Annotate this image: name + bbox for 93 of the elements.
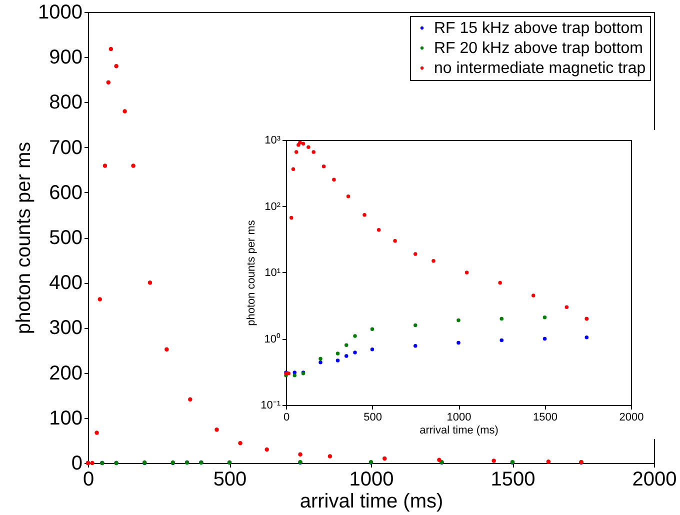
point	[238, 441, 242, 446]
point	[542, 316, 547, 320]
legend-label: RF 20 kHz above trap bottom	[434, 40, 643, 57]
x-tick-label: 1000	[446, 412, 472, 424]
point	[464, 270, 469, 274]
point	[498, 280, 502, 285]
point	[344, 343, 348, 348]
point	[318, 360, 322, 364]
point	[336, 352, 340, 356]
point	[492, 458, 496, 463]
point	[328, 454, 332, 458]
point	[264, 447, 269, 452]
point	[108, 46, 114, 52]
point	[346, 194, 350, 198]
point	[318, 356, 322, 361]
point	[531, 294, 536, 298]
point	[344, 354, 348, 358]
y-tick-label: 10⁰	[264, 332, 280, 346]
point	[286, 372, 290, 376]
y-tick-label: 300	[49, 317, 82, 340]
y-tick-label: 100	[49, 407, 82, 430]
y-tick-label: 800	[49, 92, 82, 114]
point	[500, 338, 504, 342]
y-tick-label: 0	[71, 452, 82, 474]
point	[301, 142, 306, 146]
point	[90, 460, 94, 466]
point	[362, 213, 366, 217]
y-tick-label: 700	[49, 136, 82, 159]
point	[336, 358, 340, 362]
legend-label: no intermediate magnetic trap	[434, 60, 646, 77]
point	[291, 167, 296, 172]
point	[214, 428, 219, 432]
point	[131, 164, 136, 168]
x-tick-label: 2000	[632, 468, 677, 490]
point	[414, 344, 418, 348]
y-tick-label: 10³	[264, 134, 281, 146]
point	[414, 252, 418, 256]
point	[353, 334, 357, 338]
y-tick-label: 500	[49, 227, 82, 249]
point	[164, 347, 169, 352]
point	[370, 348, 374, 352]
point	[294, 150, 298, 154]
x-tick-label: 1500	[533, 412, 558, 424]
y-axis-title: photon counts per ms	[246, 220, 258, 326]
point	[322, 164, 326, 168]
point	[437, 458, 442, 462]
point	[106, 80, 110, 84]
point	[414, 323, 418, 328]
x-tick-label: 500	[364, 412, 382, 424]
y-tick-label: 10⁻¹	[260, 400, 281, 412]
point	[382, 456, 387, 461]
point	[432, 258, 436, 263]
point	[500, 316, 504, 321]
point	[370, 327, 374, 331]
y-tick-label: 900	[49, 46, 82, 69]
point	[306, 145, 310, 150]
y-tick-label: 600	[49, 182, 82, 204]
point	[584, 335, 589, 340]
point	[393, 239, 397, 243]
point	[456, 318, 460, 322]
point	[98, 297, 102, 302]
point	[298, 140, 302, 144]
point	[542, 336, 547, 341]
point	[376, 228, 381, 232]
y-tick-label: 10¹	[264, 267, 281, 279]
point	[94, 430, 99, 435]
x-tick-label: 1000	[349, 468, 394, 490]
point	[564, 305, 569, 310]
y-tick-label: 1000	[38, 2, 82, 24]
x-tick-label: 500	[213, 468, 247, 490]
point	[353, 350, 357, 354]
y-tick-label: 10²	[264, 200, 281, 213]
point	[102, 164, 108, 168]
point	[292, 374, 296, 378]
point	[332, 178, 336, 182]
x-axis-title: arrival time (ms)	[420, 424, 498, 436]
legend-label: RF 15 kHz above trap bottom	[434, 20, 643, 37]
point	[188, 397, 192, 402]
y-tick-label: 200	[49, 362, 82, 384]
point	[456, 340, 460, 345]
point	[122, 109, 127, 114]
point	[546, 460, 551, 464]
point	[148, 280, 152, 285]
point	[298, 452, 302, 457]
x-axis-title: arrival time (ms)	[300, 490, 444, 512]
x-tick-label: 0	[283, 412, 290, 424]
x-tick-label: 2000	[619, 412, 644, 424]
y-axis-title: photon counts per ms	[13, 142, 36, 334]
x-tick-label: 1500	[490, 468, 536, 490]
y-tick-label: 400	[49, 272, 82, 294]
point	[114, 64, 118, 68]
point	[289, 216, 294, 220]
point	[312, 150, 316, 154]
